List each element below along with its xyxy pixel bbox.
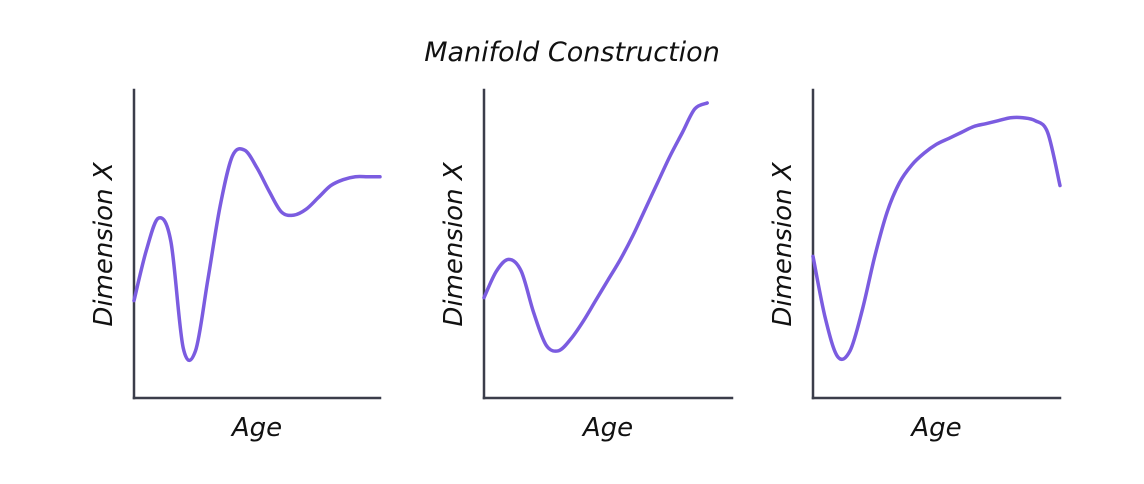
series-line-1 bbox=[132, 146, 382, 363]
series-line-3 bbox=[811, 115, 1062, 362]
x-axis-label-2: Age bbox=[581, 413, 633, 443]
x-axis-label-3: Age bbox=[909, 413, 961, 443]
figure-title: Manifold Construction bbox=[424, 37, 720, 68]
chart-panel-3: Age Dimension X bbox=[768, 88, 1062, 443]
chart-panel-2: Age Dimension X bbox=[439, 88, 734, 443]
chart-panel-1: Age Dimension X bbox=[89, 88, 382, 443]
series-line-2 bbox=[482, 101, 709, 353]
y-axis-label-3: Dimension X bbox=[768, 161, 798, 326]
x-axis-label-1: Age bbox=[230, 413, 282, 443]
chart-panels: Age Dimension X Age Dimension X Age Dimension… bbox=[89, 88, 1062, 443]
y-axis-label-1: Dimension X bbox=[89, 161, 119, 326]
y-axis-label-2: Dimension X bbox=[439, 161, 469, 326]
